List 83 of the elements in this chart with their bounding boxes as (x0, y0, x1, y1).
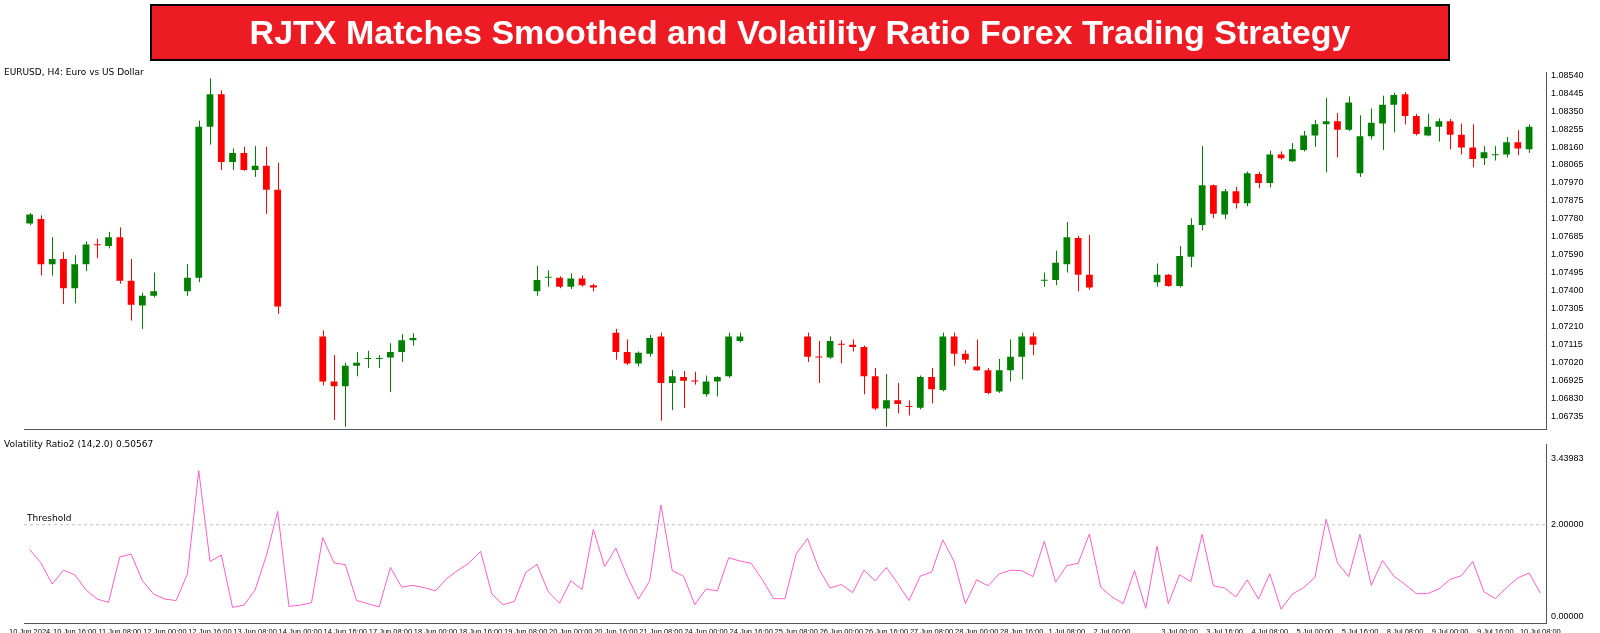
candlestick (1503, 136, 1510, 158)
y-tick-label: 0.00000 (1551, 611, 1584, 622)
y-tick-label: 1.08540 (1551, 69, 1584, 80)
candlestick (387, 342, 394, 393)
chart-title: Volatility Ratio2 (14,2.0) 0.50567 (4, 439, 154, 449)
candlestick (1379, 95, 1386, 151)
y-tick-label: 1.07970 (1551, 177, 1584, 188)
y-tick-label: 1.07875 (1551, 195, 1584, 206)
candlestick (1322, 97, 1330, 173)
candlestick (1334, 112, 1341, 158)
y-tick-label: 1.08350 (1551, 105, 1584, 116)
candlestick (1469, 123, 1477, 168)
y-tick-label: 1.06925 (1551, 374, 1584, 385)
candlestick (646, 334, 654, 358)
candlestick (184, 263, 191, 297)
y-tick-label: 1.07780 (1551, 213, 1584, 224)
candlestick (398, 333, 406, 363)
candlestick (1390, 92, 1398, 133)
candlestick (713, 375, 721, 398)
candlestick (804, 332, 811, 363)
y-tick-label: 1.07020 (1551, 356, 1584, 367)
candlestick (48, 236, 56, 277)
candlestick (973, 338, 981, 372)
candlestick (150, 272, 158, 298)
y-tick-label: 2.00000 (1551, 519, 1584, 530)
candlestick (815, 340, 823, 384)
candlestick (1458, 123, 1465, 155)
y-tick-label: 1.08065 (1551, 159, 1584, 170)
chart-title: RJTX Matches Smoothed and Volatility Ratio Forex Trading Strategy (150, 4, 1450, 61)
candlestick (680, 370, 687, 409)
candlestick (984, 367, 992, 395)
y-tick-label: 3.43983 (1551, 453, 1584, 464)
candlestick (375, 354, 383, 369)
candlestick (251, 145, 259, 178)
candlestick (71, 254, 79, 304)
y-tick-label: 1.07590 (1551, 249, 1584, 260)
y-tick-label: 1.08160 (1551, 141, 1584, 152)
y-tick-label: 1.07305 (1551, 303, 1584, 314)
candlestick (1311, 119, 1319, 148)
y-tick-label: 1.06830 (1551, 392, 1584, 403)
candlestick (1040, 272, 1048, 288)
y-tick-label: 1.06735 (1551, 410, 1584, 421)
y-tick-label: 1.07400 (1551, 285, 1584, 296)
y-tick-label: 1.08255 (1551, 123, 1584, 134)
candlestick (1300, 130, 1307, 152)
ref-line-label: Threshold (26, 512, 72, 523)
y-tick-label: 1.07210 (1551, 321, 1584, 332)
candlestick (353, 351, 360, 377)
candlestick (668, 369, 676, 411)
candlestick (1052, 250, 1059, 286)
candlestick (928, 367, 935, 404)
candlestick (623, 338, 631, 366)
candlestick (691, 371, 699, 386)
candlestick (894, 382, 902, 414)
candlestick (849, 338, 857, 353)
candlestick (1491, 145, 1499, 161)
chart-subtitle: EURUSD, H4: Euro vs US Dollar (4, 67, 144, 77)
y-tick-label: 1.07115 (1551, 339, 1583, 350)
candlestick (341, 362, 349, 428)
candlestick (1412, 113, 1420, 137)
candlestick (93, 238, 101, 259)
candlestick (1018, 332, 1026, 380)
candlestick (1367, 108, 1375, 140)
candlestick (837, 339, 845, 364)
candlestick (139, 292, 146, 330)
candlestick (1514, 129, 1522, 156)
candlestick (240, 146, 248, 172)
candlestick (1435, 117, 1443, 143)
candlestick (1221, 188, 1229, 220)
candlestick (1007, 338, 1014, 383)
candlestick (883, 373, 890, 428)
candlestick (229, 147, 236, 171)
candlestick (544, 269, 552, 288)
candlestick (950, 332, 958, 367)
candlestick (1288, 142, 1296, 163)
y-tick-label: 1.07495 (1551, 267, 1584, 278)
candlestick (364, 350, 372, 369)
y-tick-label: 1.07685 (1551, 231, 1584, 242)
candlestick (1446, 118, 1454, 150)
y-tick-label: 1.08445 (1551, 87, 1584, 98)
candlestick (995, 358, 1003, 394)
candlestick (1086, 234, 1093, 291)
candlestick (1029, 332, 1037, 356)
